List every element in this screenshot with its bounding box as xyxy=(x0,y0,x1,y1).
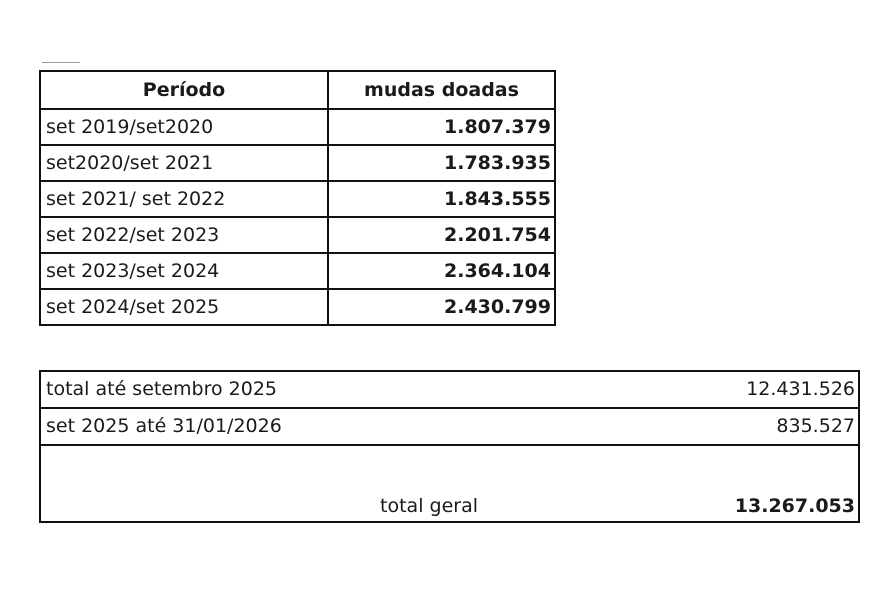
totals-label: set 2025 até 31/01/2026 xyxy=(39,407,600,446)
grand-total-value: 13.267.053 xyxy=(600,444,860,523)
decorative-line xyxy=(42,62,80,63)
seedlings-cell: 2.430.799 xyxy=(327,288,556,326)
totals-row: set 2025 até 31/01/2026 835.527 xyxy=(39,407,860,446)
totals-value: 12.431.526 xyxy=(600,370,860,409)
table-row: set 2024/set 2025 2.430.799 xyxy=(39,288,556,326)
totals-table: total até setembro 2025 12.431.526 set 2… xyxy=(39,370,860,523)
totals-value: 835.527 xyxy=(600,407,860,446)
grand-total-row: total geral 13.267.053 xyxy=(39,444,860,523)
table-row: set 2022/set 2023 2.201.754 xyxy=(39,216,556,254)
seedlings-cell: 1.783.935 xyxy=(327,144,556,182)
seedlings-cell: 1.807.379 xyxy=(327,108,556,146)
totals-row: total até setembro 2025 12.431.526 xyxy=(39,370,860,409)
period-cell: set 2022/set 2023 xyxy=(39,216,329,254)
seedlings-cell: 2.201.754 xyxy=(327,216,556,254)
seedlings-cell: 2.364.104 xyxy=(327,252,556,290)
period-cell: set 2024/set 2025 xyxy=(39,288,329,326)
grand-total-label: total geral xyxy=(39,444,600,523)
period-cell: set 2019/set2020 xyxy=(39,108,329,146)
totals-label: total até setembro 2025 xyxy=(39,370,600,409)
table-header-row: Período mudas doadas xyxy=(39,70,556,110)
table-row: set2020/set 2021 1.783.935 xyxy=(39,144,556,182)
table-row: set 2023/set 2024 2.364.104 xyxy=(39,252,556,290)
header-period: Período xyxy=(39,70,329,110)
donations-table: Período mudas doadas set 2019/set2020 1.… xyxy=(39,70,556,326)
period-cell: set 2023/set 2024 xyxy=(39,252,329,290)
table-row: set 2021/ set 2022 1.843.555 xyxy=(39,180,556,218)
period-cell: set2020/set 2021 xyxy=(39,144,329,182)
seedlings-cell: 1.843.555 xyxy=(327,180,556,218)
header-seedlings-donated: mudas doadas xyxy=(327,70,556,110)
table-row: set 2019/set2020 1.807.379 xyxy=(39,108,556,146)
period-cell: set 2021/ set 2022 xyxy=(39,180,329,218)
